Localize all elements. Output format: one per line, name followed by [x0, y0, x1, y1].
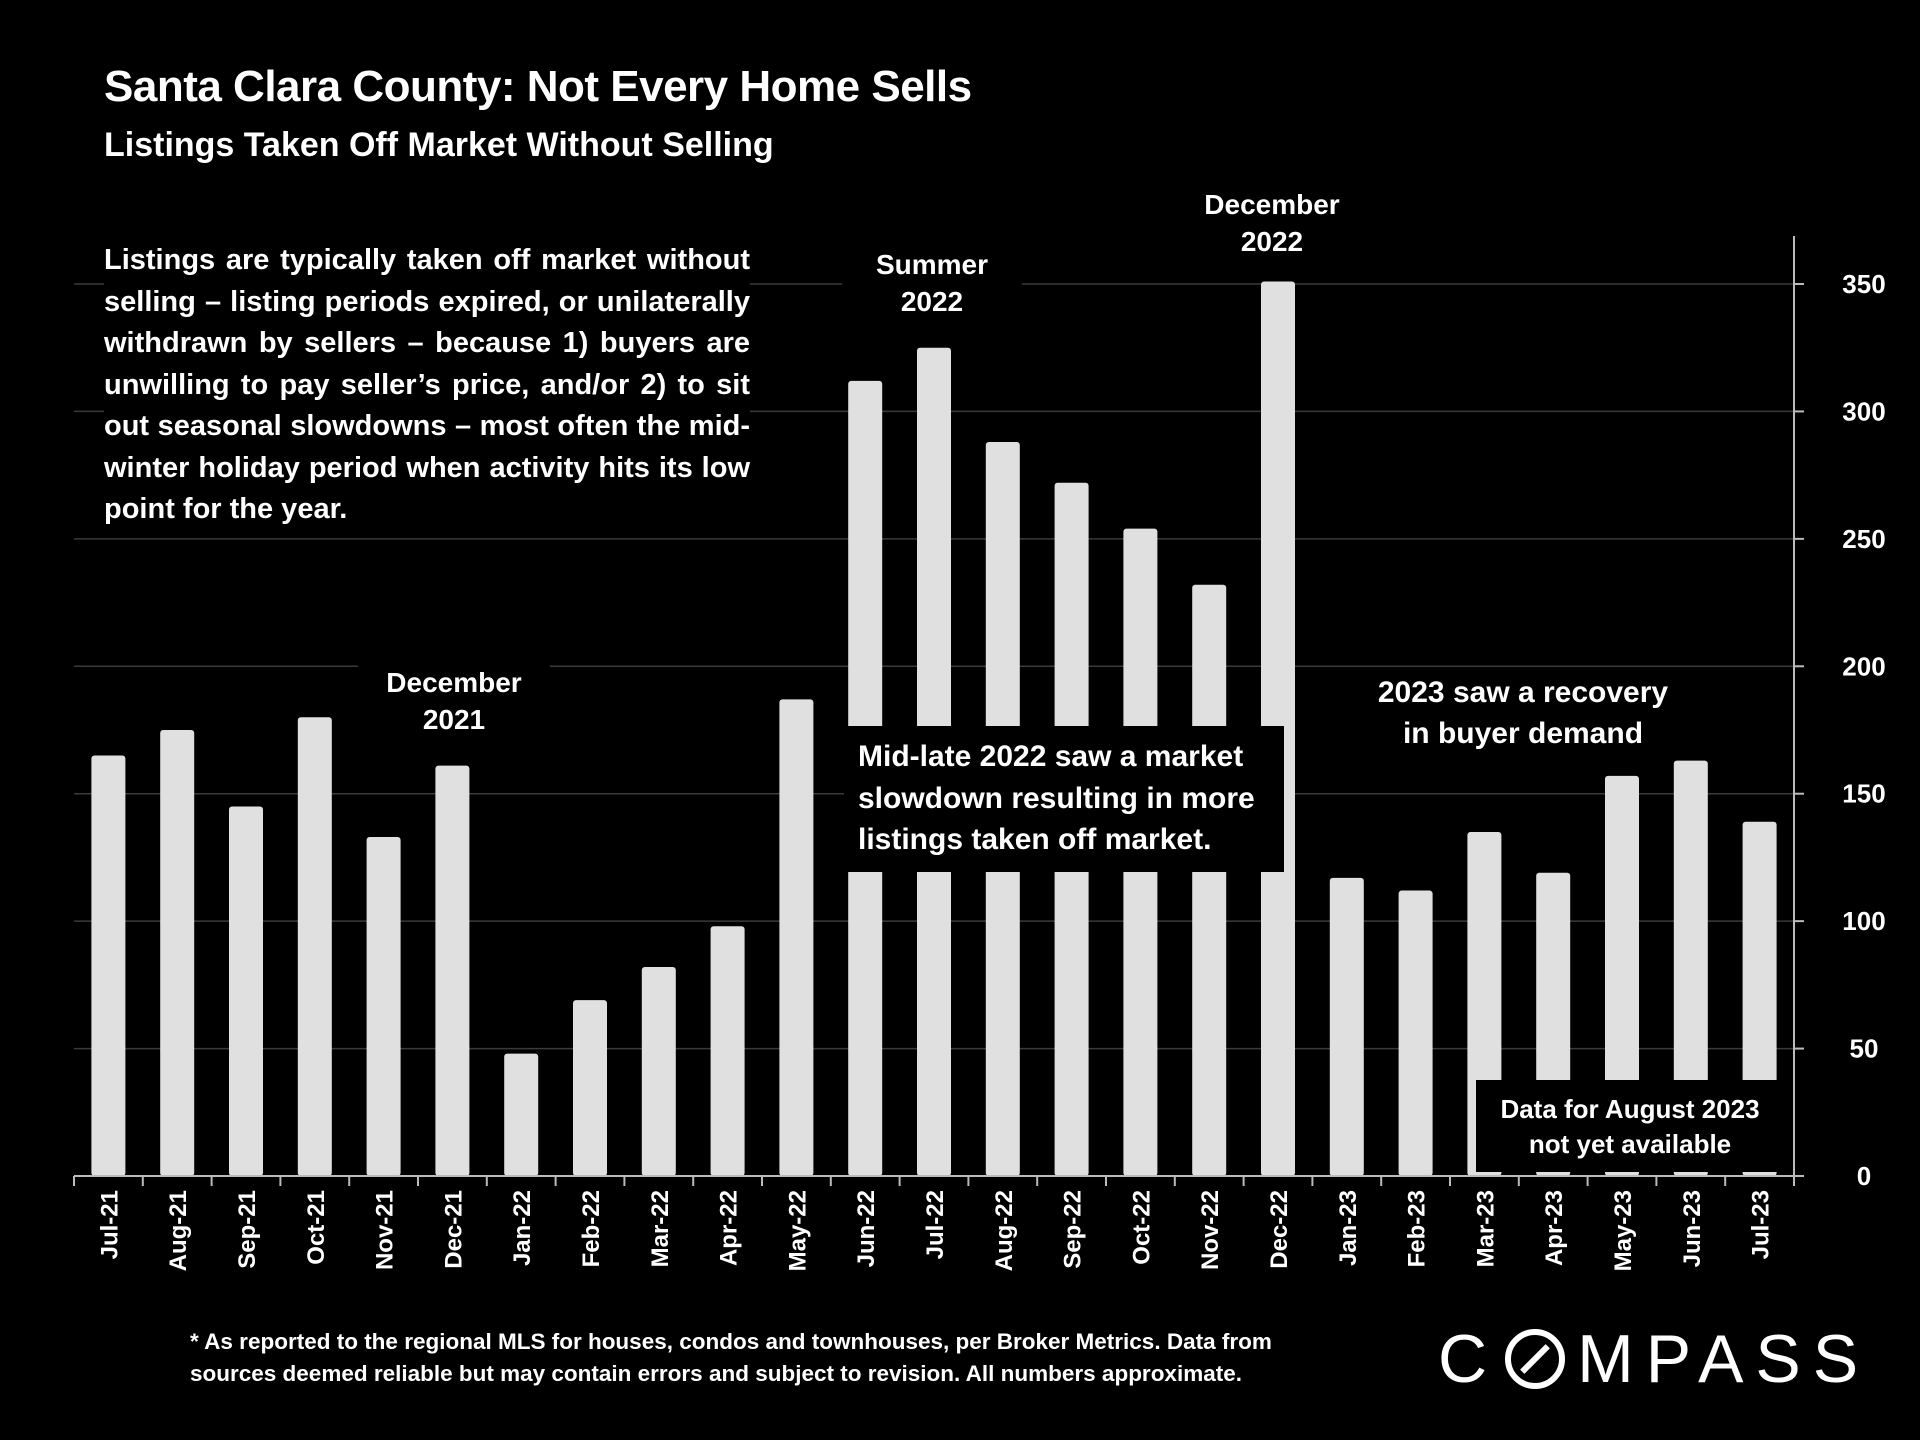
- y-tick-label: 350: [1842, 269, 1885, 299]
- x-tick-label: Jun-23: [1679, 1190, 1706, 1267]
- bar: [435, 765, 470, 1176]
- annotation-2023-recovery-line2: in buyer demand: [1402, 717, 1644, 750]
- x-tick-label: Jan-22: [509, 1190, 536, 1266]
- x-tick-label: Feb-22: [578, 1190, 605, 1267]
- annotation-summer-2022-line2: 2022: [900, 286, 964, 317]
- x-tick-label: Aug-22: [991, 1190, 1018, 1271]
- annotation-august-unavailable: Data for August 2023 not yet available: [1476, 1080, 1784, 1172]
- y-tick-label: 300: [1842, 396, 1885, 426]
- footnote-line2: sources deemed reliable but may contain …: [190, 1361, 1242, 1386]
- y-tick-label: 200: [1842, 651, 1885, 681]
- x-tick-label: Sep-22: [1060, 1190, 1087, 1269]
- annotation-summer-2022-line1: Summer: [875, 249, 989, 280]
- logo-mpass: MPASS: [1577, 1321, 1871, 1397]
- compass-logo: C MPASS: [1438, 1320, 1870, 1398]
- x-tick-label: May-23: [1610, 1190, 1637, 1271]
- bar: [1329, 877, 1364, 1176]
- x-tick-label: May-22: [784, 1190, 811, 1271]
- bars: [91, 281, 1777, 1176]
- annotation-december-2021: December 2021: [358, 662, 550, 740]
- y-tick-label: 100: [1842, 906, 1885, 936]
- bar: [1673, 760, 1708, 1176]
- bar: [1398, 890, 1433, 1176]
- annotation-december-2022-line2: 2022: [1240, 226, 1304, 257]
- bar: [641, 967, 676, 1176]
- logo-c: C: [1438, 1321, 1500, 1397]
- bar: [1605, 775, 1639, 1176]
- x-tick-label: Feb-23: [1404, 1190, 1431, 1267]
- y-tick-label: 150: [1842, 779, 1885, 809]
- annotation-summer-2022: Summer 2022: [842, 244, 1022, 322]
- footnote-line1: * As reported to the regional MLS for ho…: [190, 1329, 1272, 1354]
- annotation-december-2021-line2: 2021: [422, 704, 486, 735]
- x-tick-label: Apr-23: [1541, 1190, 1568, 1266]
- x-tick-label: Apr-22: [716, 1190, 743, 1266]
- y-tick-label: 0: [1857, 1161, 1871, 1191]
- x-tick-label: Aug-21: [165, 1190, 192, 1271]
- annotation-august-line2: not yet available: [1528, 1129, 1732, 1159]
- x-tick-label: Dec-22: [1266, 1190, 1293, 1269]
- description-text: Listings are typically taken off market …: [104, 236, 750, 535]
- annotation-2023-recovery-line1: 2023 saw a recovery: [1377, 676, 1669, 709]
- bar: [1192, 584, 1227, 1176]
- page-title: Santa Clara County: Not Every Home Sells: [104, 62, 972, 111]
- x-tick-label: Dec-21: [440, 1190, 467, 1269]
- bar: [160, 730, 195, 1176]
- x-tick-label: Mar-22: [647, 1190, 674, 1267]
- annotation-december-2021-line1: December: [386, 667, 522, 698]
- x-tick-label: Jun-22: [853, 1190, 880, 1267]
- x-tick-label: Mar-23: [1472, 1190, 1499, 1267]
- bar: [229, 806, 263, 1176]
- annotation-august-line1: Data for August 2023: [1500, 1094, 1760, 1124]
- bar: [504, 1053, 539, 1176]
- bar: [710, 926, 745, 1176]
- bar: [91, 755, 126, 1176]
- x-tick-label: Jul-21: [96, 1190, 123, 1259]
- x-tick-label: Nov-22: [1197, 1190, 1224, 1270]
- annotation-slowdown-box: Mid-late 2022 saw a market slowdown resu…: [844, 726, 1284, 872]
- bar: [297, 717, 332, 1176]
- annotation-2023-recovery: 2023 saw a recovery in buyer demand: [1350, 672, 1696, 754]
- y-tick-label: 250: [1842, 524, 1885, 554]
- bar: [573, 1000, 607, 1176]
- logo-o-icon: [1505, 1329, 1566, 1389]
- x-tick-label: Oct-21: [303, 1190, 330, 1265]
- x-tick-label: Oct-22: [1128, 1190, 1155, 1265]
- x-tick-label: Nov-21: [372, 1190, 399, 1270]
- bar: [779, 699, 814, 1176]
- x-tick-label: Sep-21: [234, 1190, 261, 1269]
- x-tick-label: Jan-23: [1335, 1190, 1362, 1266]
- y-tick-label: 50: [1850, 1034, 1879, 1064]
- bar: [366, 837, 401, 1176]
- footnote: * As reported to the regional MLS for ho…: [190, 1326, 1370, 1390]
- axes: 0 50 100 150 200 250 300 350 Jul-21 Aug-21 Sep-21 O…: [73, 236, 1886, 1271]
- annotation-december-2022: December 2022: [1192, 186, 1352, 260]
- x-tick-label: Jul-23: [1748, 1190, 1775, 1259]
- page-subtitle: Listings Taken Off Market Without Sellin…: [104, 126, 774, 164]
- annotation-december-2022-line1: December: [1204, 189, 1340, 220]
- x-tick-label: Jul-22: [922, 1190, 949, 1259]
